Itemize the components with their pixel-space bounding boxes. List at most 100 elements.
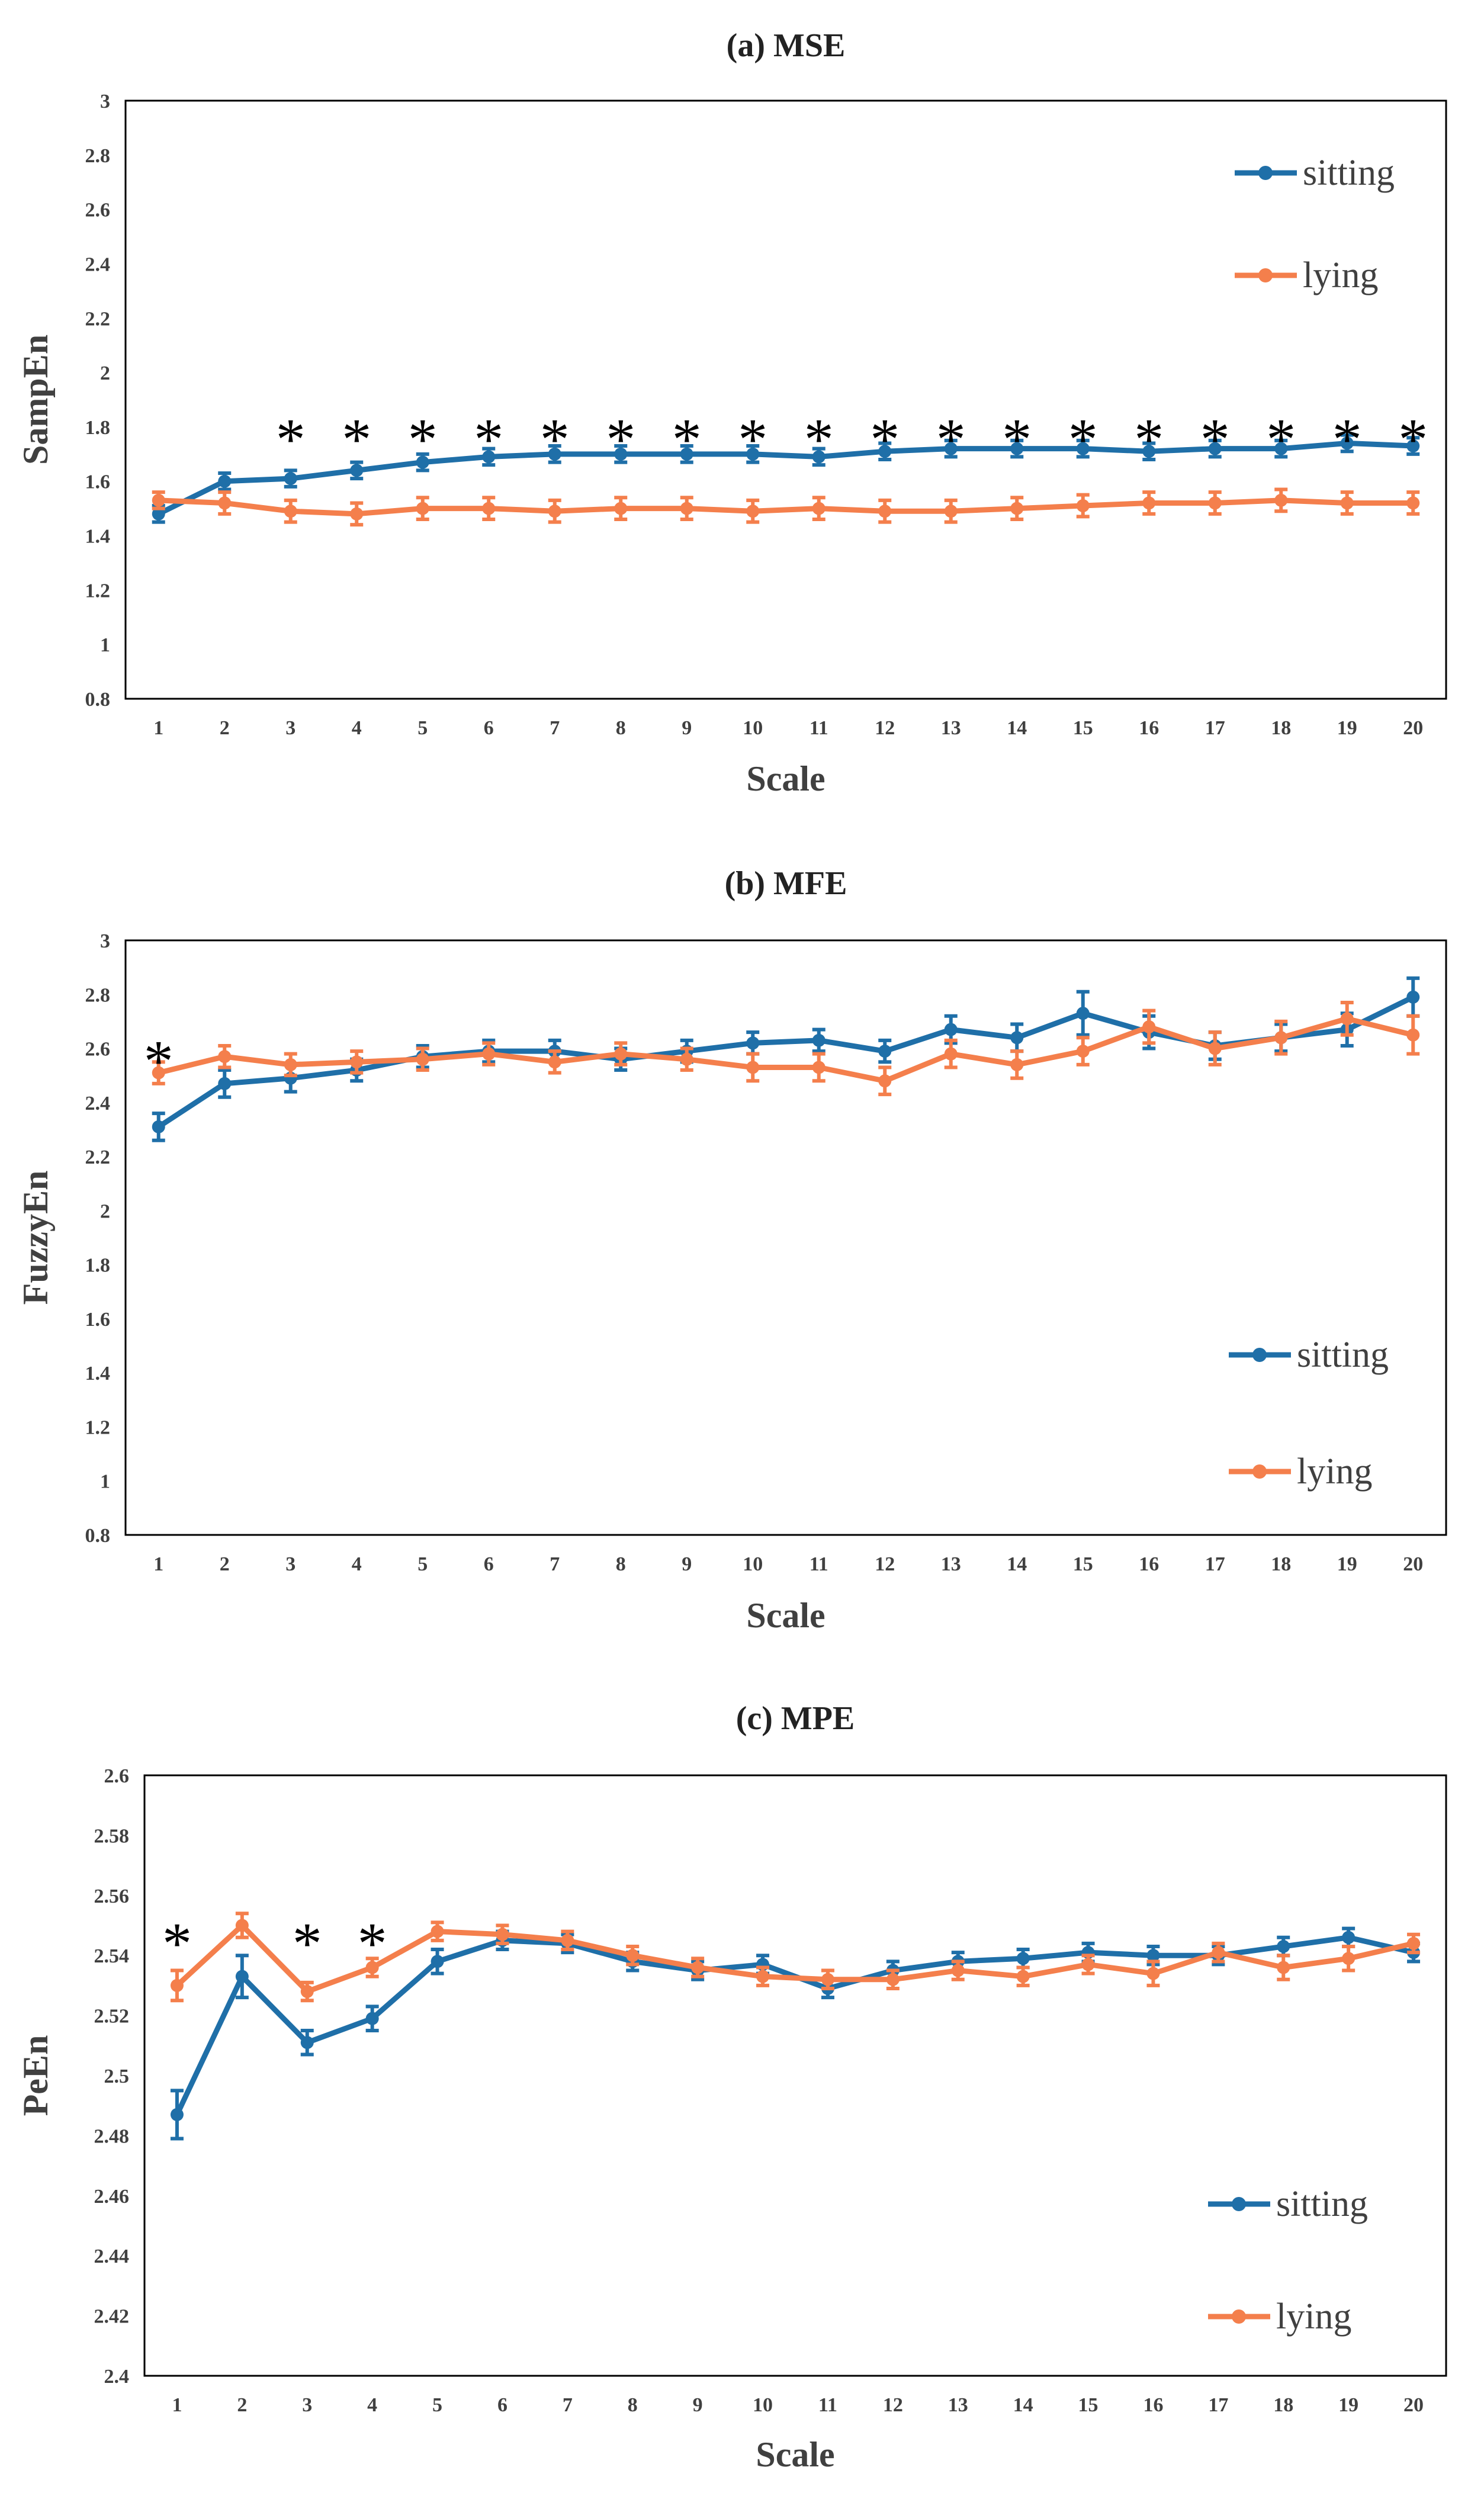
x-tick-label: 15	[1078, 2394, 1098, 2416]
data-point-lying	[1208, 496, 1222, 510]
data-point-sitting	[482, 450, 496, 464]
significance-star: *	[1068, 406, 1098, 472]
significance-star: *	[1134, 406, 1164, 472]
data-point-lying	[350, 507, 364, 521]
x-tick-label: 5	[417, 1553, 428, 1575]
x-tick-label: 12	[883, 2394, 903, 2416]
plot-frame	[124, 99, 1447, 700]
y-tick-label: 2.5	[104, 2065, 130, 2087]
data-point-sitting	[812, 450, 825, 464]
data-point-lying	[365, 1961, 379, 1974]
data-point-lying	[1406, 1028, 1420, 1042]
data-point-lying	[1274, 1031, 1288, 1045]
data-point-lying	[284, 505, 297, 518]
x-tick-label: 1	[153, 1553, 163, 1575]
data-point-sitting	[1406, 990, 1420, 1004]
data-point-lying	[1274, 493, 1288, 507]
significance-star: *	[1398, 406, 1428, 472]
data-point-lying	[951, 1964, 965, 1977]
y-tick-label: 1	[100, 1471, 110, 1493]
y-tick-label: 2.46	[94, 2186, 130, 2208]
x-tick-label: 9	[682, 1553, 692, 1575]
x-tick-label: 18	[1271, 717, 1291, 739]
y-tick-label: 2.4	[104, 2366, 130, 2388]
chart-title: (c) MPE	[736, 1700, 855, 1737]
y-tick-label: 2.6	[85, 200, 111, 221]
data-point-lying	[284, 1058, 297, 1071]
data-point-lying	[482, 1047, 496, 1061]
data-point-lying	[152, 1066, 165, 1080]
data-point-sitting	[284, 472, 297, 486]
x-tick-label: 15	[1073, 1553, 1093, 1575]
series-lying	[170, 1912, 1421, 2003]
x-tick-label: 20	[1403, 1553, 1423, 1575]
x-tick-label: 13	[948, 2394, 968, 2416]
y-tick-label: 2.8	[85, 984, 111, 1006]
data-point-sitting	[1010, 1031, 1024, 1045]
significance-star: *	[293, 1910, 322, 1976]
data-point-lying	[431, 1925, 444, 1938]
data-point-sitting	[350, 464, 364, 477]
x-tick-label: 16	[1139, 1553, 1159, 1575]
x-tick-label: 6	[484, 1553, 494, 1575]
chart-title: (b) MFE	[725, 865, 847, 902]
data-point-lying	[944, 505, 958, 518]
data-point-lying	[496, 1928, 509, 1941]
x-tick-label: 6	[497, 2394, 507, 2416]
significance-star: *	[474, 406, 503, 472]
series-line-sitting	[156, 440, 1416, 517]
significance-star: *	[738, 406, 767, 472]
x-tick-label: 14	[1007, 1553, 1027, 1575]
y-tick-label: 1.8	[85, 1255, 111, 1277]
x-tick-label: 10	[743, 717, 763, 739]
significance-star: *	[358, 1910, 387, 1976]
significance-star: *	[936, 406, 966, 472]
significance-star: *	[1332, 406, 1362, 472]
data-point-sitting	[300, 2036, 314, 2050]
legend-label-sitting: sitting	[1276, 2184, 1368, 2224]
data-point-sitting	[944, 1023, 958, 1036]
data-point-lying	[1212, 1946, 1225, 1959]
significance-star: *	[162, 1910, 192, 1976]
series-line-lying	[156, 1016, 1416, 1084]
significance-star: *	[408, 406, 438, 472]
x-tick-label: 5	[417, 717, 428, 739]
data-point-sitting	[1277, 1939, 1290, 1953]
x-tick-label: 3	[285, 717, 295, 739]
data-point-sitting	[1076, 442, 1090, 455]
data-point-lying	[300, 1985, 314, 1999]
legend-marker-lying	[1258, 268, 1273, 282]
series-lying	[152, 487, 1420, 527]
data-point-lying	[561, 1933, 574, 1947]
significance-star: *	[1002, 406, 1032, 472]
x-tick-label: 8	[616, 1553, 626, 1575]
legend-marker-sitting	[1258, 166, 1273, 180]
series-sitting	[152, 433, 1420, 524]
x-tick-label: 7	[550, 717, 560, 739]
x-tick-label: 1	[172, 2394, 182, 2416]
data-point-sitting	[746, 1036, 760, 1050]
significance-star: *	[672, 406, 702, 472]
data-point-lying	[350, 1055, 364, 1069]
data-point-lying	[1146, 1967, 1160, 1980]
series-sitting	[152, 976, 1420, 1142]
y-tick-label: 2	[100, 1200, 110, 1222]
series-line-lying	[174, 1923, 1416, 1994]
y-tick-label: 2.58	[94, 1825, 130, 1847]
data-point-sitting	[614, 447, 628, 461]
x-tick-label: 9	[693, 2394, 703, 2416]
data-point-lying	[812, 502, 825, 515]
data-point-sitting	[1146, 1949, 1160, 1962]
x-tick-label: 2	[220, 1553, 230, 1575]
data-point-sitting	[1076, 1007, 1090, 1020]
legend-label-lying: lying	[1297, 1451, 1372, 1492]
data-point-sitting	[878, 1045, 892, 1058]
data-point-sitting	[1010, 442, 1024, 455]
data-point-lying	[1142, 496, 1156, 510]
x-tick-label: 6	[484, 717, 494, 739]
y-tick-label: 2.4	[85, 253, 111, 275]
x-tick-label: 12	[875, 1553, 895, 1575]
y-tick-label: 1.4	[85, 526, 111, 548]
x-tick-label: 20	[1403, 2394, 1424, 2416]
data-point-lying	[548, 505, 561, 518]
